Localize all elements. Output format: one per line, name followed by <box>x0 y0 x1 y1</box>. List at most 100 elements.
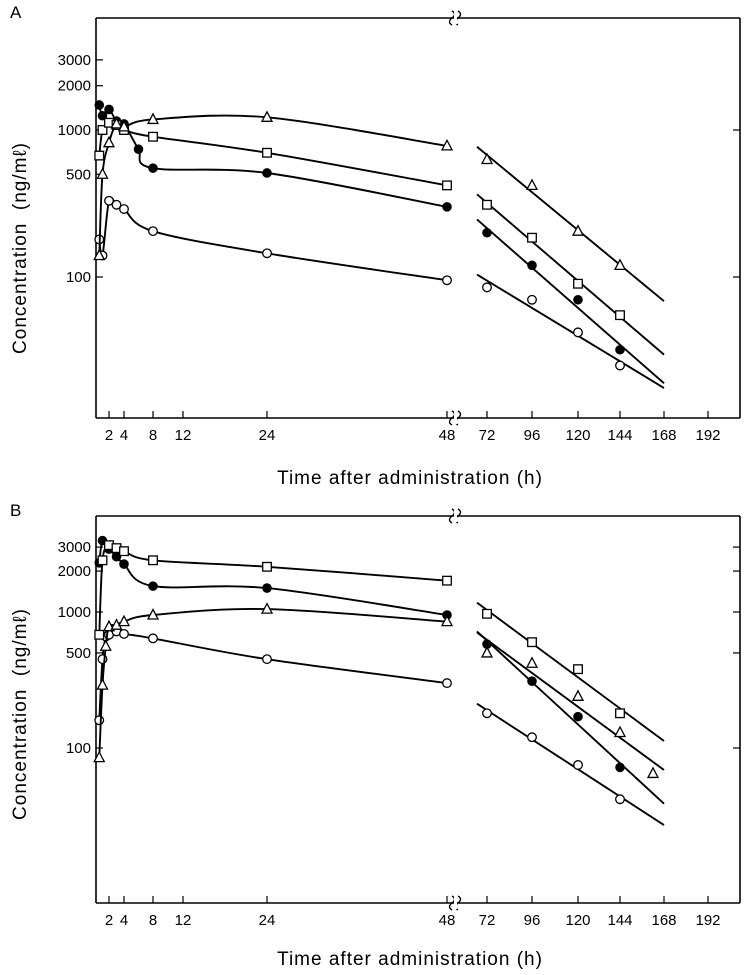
open-triangle-point <box>117 614 131 627</box>
x-axis-label: Time after administration (h) <box>277 468 543 489</box>
fit-curve-early <box>98 196 448 282</box>
filled-circle-point <box>104 104 114 115</box>
filled-circle-point <box>442 202 452 212</box>
series-open-square <box>94 117 665 356</box>
open-circle-point <box>94 715 105 726</box>
open-circle-point <box>482 282 492 293</box>
open-square-point <box>262 561 272 572</box>
x-tick-label: 24 <box>259 912 276 929</box>
open-triangle-point <box>440 138 454 151</box>
panel-label: B <box>10 501 21 520</box>
filled-circle-point <box>133 144 144 155</box>
open-triangle-point <box>260 110 274 122</box>
x-tick-label: 168 <box>651 427 676 444</box>
x-tick-label: 8 <box>149 427 157 444</box>
x-tick-label: 12 <box>175 912 192 929</box>
y-tick-label: 500 <box>66 166 91 183</box>
open-triangle-point <box>146 608 160 620</box>
series-open-triangle <box>93 110 665 302</box>
x-tick-label: 24 <box>259 427 276 444</box>
open-circle-point <box>615 794 625 805</box>
open-circle-point <box>527 732 537 743</box>
open-circle-point <box>262 248 272 259</box>
open-triangle-point <box>571 224 585 236</box>
open-triangle-point <box>646 766 660 779</box>
fit-line-late <box>476 193 665 356</box>
open-circle-point <box>148 226 158 237</box>
open-circle-point <box>573 327 583 338</box>
open-square-point <box>442 180 452 191</box>
open-square-point <box>482 199 492 210</box>
y-tick-label: 100 <box>66 269 91 286</box>
x-tick-label: 144 <box>607 427 632 444</box>
x-tick-label: 96 <box>524 912 541 929</box>
axis-break-bottom <box>448 410 462 426</box>
open-triangle-point <box>480 646 494 658</box>
open-square-point <box>527 232 537 243</box>
filled-circle-point <box>94 100 105 110</box>
y-axis-label: Concentration (ng/mℓ) <box>10 142 31 354</box>
open-triangle-point <box>110 117 123 129</box>
x-tick-label: 144 <box>607 912 632 929</box>
open-square-point <box>573 664 583 675</box>
open-square-point <box>97 555 108 566</box>
fit-line-late <box>476 146 665 302</box>
x-axis-label: Time after administration (h) <box>277 949 543 970</box>
open-triangle-point <box>93 750 106 763</box>
axis-break-top <box>448 508 462 524</box>
y-tick-label: 100 <box>66 740 91 757</box>
open-circle-point <box>442 678 452 689</box>
open-triangle-point <box>146 112 160 125</box>
fit-line-late <box>476 630 665 805</box>
fit-curve-early <box>98 539 448 616</box>
filled-circle-point <box>573 711 583 722</box>
series-open-square <box>94 540 665 742</box>
fit-line-late <box>476 631 665 771</box>
open-triangle-point <box>102 135 116 148</box>
open-circle-point <box>527 294 537 305</box>
series-filled-circle <box>94 100 665 384</box>
x-tick-label: 2 <box>105 912 113 929</box>
y-tick-label: 1000 <box>58 122 91 139</box>
open-triangle-point <box>93 248 106 261</box>
open-triangle-point <box>525 656 539 668</box>
y-tick-label: 3000 <box>58 539 91 556</box>
x-tick-label: 120 <box>565 427 590 444</box>
fit-line-late <box>476 273 665 389</box>
open-triangle-point <box>613 258 627 271</box>
open-square-point <box>94 629 105 640</box>
filled-circle-point <box>148 581 158 591</box>
open-circle-point <box>615 360 625 371</box>
open-circle-point <box>104 195 114 206</box>
x-tick-label: 192 <box>695 912 720 929</box>
x-tick-label: 48 <box>439 912 456 929</box>
series-open-triangle <box>93 602 665 779</box>
open-triangle-point <box>260 602 274 614</box>
open-square-point <box>94 150 105 161</box>
open-square-point <box>527 637 537 648</box>
open-circle-point <box>482 708 492 719</box>
open-square-point <box>615 708 625 719</box>
filled-circle-point <box>262 168 272 178</box>
open-circle-point <box>573 760 583 770</box>
x-tick-label: 192 <box>695 427 720 444</box>
filled-circle-point <box>527 260 537 271</box>
x-tick-label: 72 <box>479 427 496 444</box>
x-tick-label: 8 <box>149 912 157 929</box>
x-tick-label: 48 <box>439 427 456 444</box>
open-triangle-point <box>613 725 627 738</box>
axis-break-bottom <box>448 895 462 911</box>
y-tick-label: 2000 <box>58 563 91 580</box>
open-square-point <box>148 555 158 566</box>
filled-circle-point <box>262 583 272 593</box>
open-triangle-point <box>117 119 131 132</box>
y-axis-label: Concentration (ng/mℓ) <box>10 608 31 820</box>
filled-circle-point <box>527 676 537 686</box>
open-triangle-point <box>99 639 112 651</box>
x-tick-label: 96 <box>524 427 541 444</box>
open-square-point <box>482 608 492 619</box>
filled-circle-point <box>615 762 625 773</box>
